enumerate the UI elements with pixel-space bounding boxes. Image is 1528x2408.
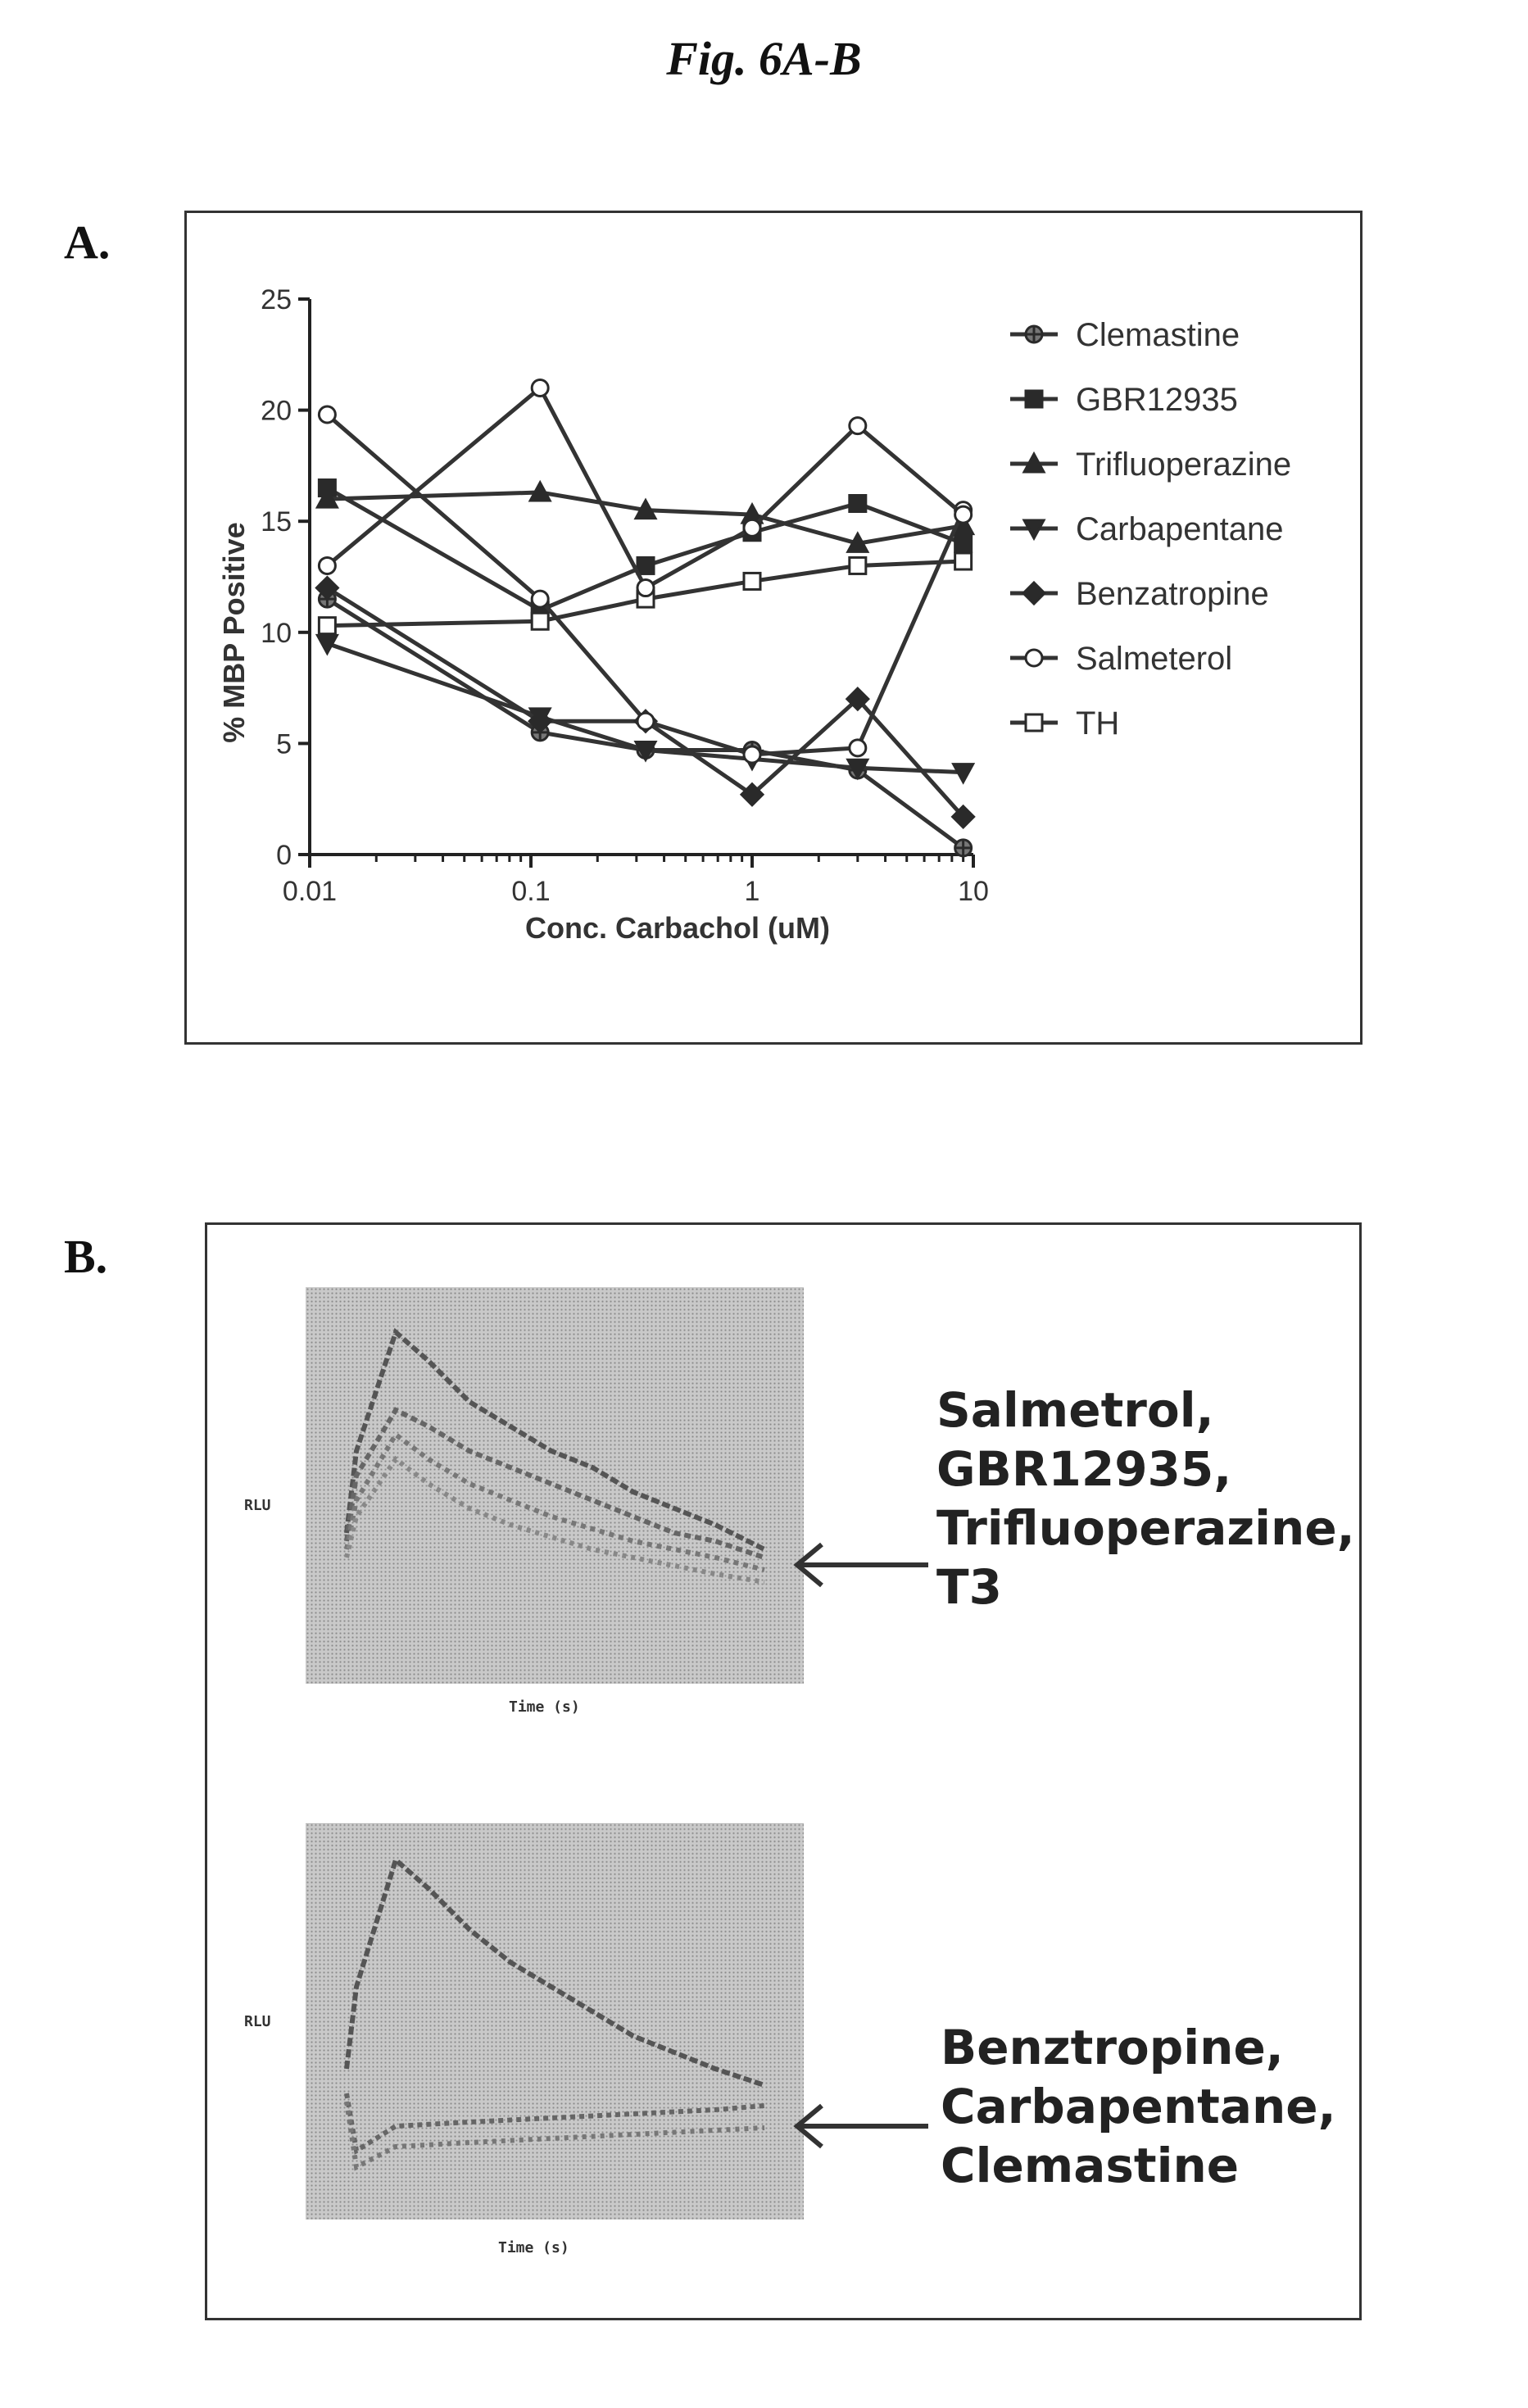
data-point-clemastine (954, 838, 973, 858)
series-line-series-8 (325, 384, 965, 591)
data-point-trifluoperazine (846, 531, 870, 553)
legend-marker-trifluoperazine (1022, 451, 1046, 474)
panel-a-label: A. (64, 215, 111, 269)
bottom-arrow-label: Benztropine, Carbapentane, Clemastine (941, 2018, 1336, 2195)
panel-b-label: B. (64, 1230, 108, 1283)
series-line-th (327, 559, 964, 628)
x-tick-label: 0.1 (511, 876, 550, 907)
legend-label-benzatropine: Benzatropine (1076, 576, 1269, 612)
data-point-carbapentane (633, 741, 658, 763)
series-line-benzatropine (326, 586, 965, 819)
mbp-line-chart: 0 5 10 15 20 25 0.01 0.1 1 10 Clemastine GBR12935 T… (217, 284, 1291, 945)
series-line-trifluoperazine (327, 490, 964, 546)
legend-label-clemastine: Clemastine (1076, 317, 1240, 353)
data-point-carbapentane (315, 633, 339, 656)
data-point-salmeterol (530, 589, 550, 609)
y-tick-label: 5 (276, 728, 292, 760)
legend-marker-clemastine (1024, 324, 1044, 344)
top-arrow-label-line-2: GBR12935, (936, 1441, 1232, 1497)
data-point-th (317, 616, 337, 636)
data-point-benzatropine (845, 687, 870, 712)
y-axis-label: % MBP Positive (217, 522, 251, 742)
bottom-trace-2 (344, 2093, 765, 2155)
y-tick-label: 15 (261, 506, 292, 537)
legend-marker-th (1024, 713, 1044, 732)
series-line-clemastine (326, 597, 965, 850)
legend-marker-benzatropine (1021, 580, 1047, 606)
data-point-gbr12935 (636, 556, 655, 575)
legend-marker-salmeterol (1024, 648, 1044, 668)
y-tick-label: 0 (276, 840, 292, 871)
x-tick-label: 0.01 (283, 876, 337, 907)
series-line-salmeterol (325, 413, 965, 757)
bottom-arrow (793, 2103, 928, 2149)
legend-marker-gbr12935 (1024, 389, 1044, 409)
data-point-benzatropine (528, 709, 553, 734)
y-tick-label: 20 (261, 396, 292, 427)
panel-b-frame: RLU Time (s) Salmetrol, GBR12935, Triflu… (205, 1222, 1362, 2320)
bottom-arrow-label-line-2: Carbapentane, (941, 2079, 1336, 2134)
top-arrow-label-line-4: T3 (936, 1559, 1002, 1615)
data-point-th (742, 571, 762, 591)
data-point-trifluoperazine (315, 486, 339, 509)
bottom-rlu-label: RLU (244, 2013, 271, 2030)
series-line-gbr12935 (326, 486, 964, 613)
data-point-th (954, 551, 973, 571)
data-point-benzatropine (950, 804, 976, 830)
data-point-salmeterol (848, 738, 868, 758)
data-point-th (530, 611, 550, 631)
rlu-trace-plot-top (306, 1287, 804, 1684)
bottom-arrow-label-line-1: Benztropine, (941, 2020, 1284, 2075)
figure-title: Fig. 6A-B (666, 32, 862, 85)
top-arrow-label-line-3: Trifluoperazine, (936, 1500, 1355, 1556)
top-rlu-label: RLU (244, 1497, 271, 1514)
data-point-benzatropine (315, 575, 340, 601)
legend-marker-carbapentane (1022, 519, 1046, 542)
legend-label-gbr12935: GBR12935 (1076, 382, 1238, 418)
top-arrow-label: Salmetrol, GBR12935, Trifluoperazine, T3 (936, 1381, 1355, 1617)
data-point-trifluoperazine (633, 497, 658, 520)
top-trace-3 (344, 1431, 765, 1572)
rlu-trace-plot-bottom (306, 1823, 804, 2220)
data-point-series-8 (317, 556, 337, 575)
legend-label-salmeterol: Salmeterol (1076, 641, 1232, 677)
data-point-th (848, 556, 868, 575)
legend-label-carbapentane: Carbapentane (1076, 511, 1284, 547)
x-axis-label: Conc. Carbachol (uM) (525, 911, 830, 945)
legend-label-trifluoperazine: Trifluoperazine (1076, 447, 1291, 483)
data-point-salmeterol (317, 405, 337, 424)
top-trace-2 (344, 1407, 765, 1560)
bottom-trace-3 (344, 2101, 765, 2171)
y-tick-label: 25 (261, 284, 292, 315)
data-point-carbapentane (846, 758, 870, 781)
x-tick-label: 10 (958, 876, 989, 907)
top-trace-4 (344, 1455, 765, 1585)
bottom-arrow-label-line-3: Clemastine (941, 2138, 1240, 2193)
top-arrow-label-line-1: Salmetrol, (936, 1382, 1214, 1438)
y-tick-label: 10 (261, 618, 292, 649)
data-point-trifluoperazine (528, 479, 552, 502)
bottom-trace-1 (344, 1855, 765, 2088)
legend-label-th: TH (1076, 705, 1119, 741)
data-point-series-8 (636, 578, 655, 598)
panel-a-frame: 0 5 10 15 20 25 0.01 0.1 1 10 Clemastine GBR12935 T… (184, 211, 1363, 1045)
bottom-time-label: Time (s) (498, 2239, 569, 2256)
data-point-benzatropine (739, 782, 765, 807)
data-point-carbapentane (951, 763, 976, 785)
data-point-series-8 (954, 505, 973, 524)
x-tick-label: 1 (745, 876, 760, 907)
data-point-gbr12935 (848, 494, 868, 514)
data-point-gbr12935 (954, 533, 973, 553)
data-point-salmeterol (636, 711, 655, 731)
series-line-carbapentane (326, 641, 964, 775)
data-point-series-8 (530, 378, 550, 397)
data-point-series-8 (742, 518, 762, 537)
top-trace-1 (344, 1327, 766, 1552)
data-point-series-8 (848, 416, 868, 436)
top-arrow (793, 1542, 928, 1588)
data-point-salmeterol (742, 745, 762, 764)
top-time-label: Time (s) (509, 1698, 580, 1716)
